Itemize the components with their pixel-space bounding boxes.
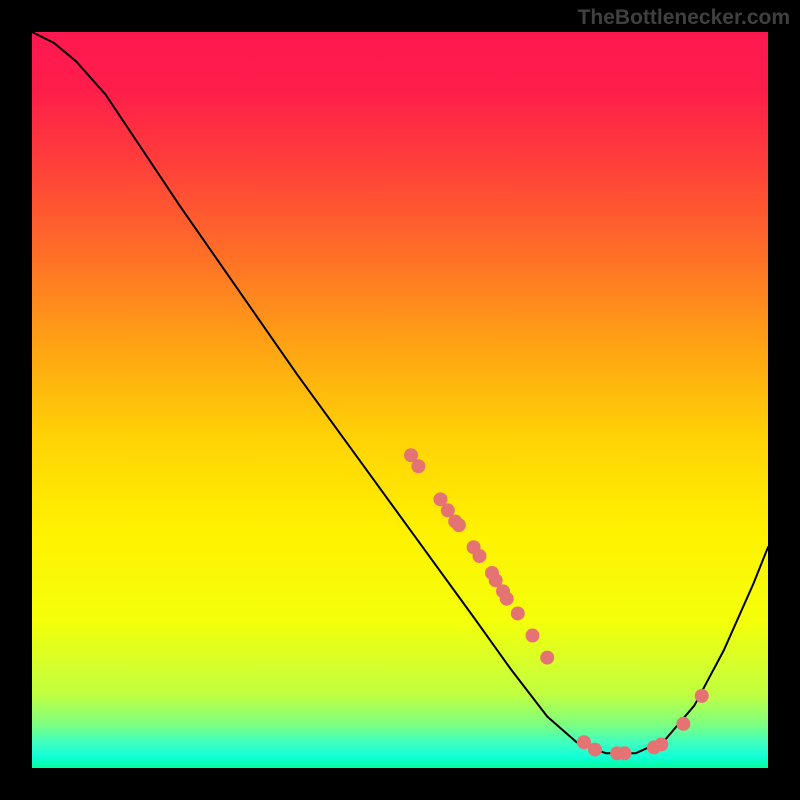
data-marker: [695, 689, 709, 703]
data-marker: [472, 549, 486, 563]
data-marker: [411, 459, 425, 473]
chart-container: TheBottlenecker.com: [0, 0, 800, 800]
data-marker: [500, 592, 514, 606]
data-marker: [511, 606, 525, 620]
plot-area: [32, 32, 768, 768]
plot-svg: [32, 32, 768, 768]
data-marker: [525, 629, 539, 643]
bottleneck-curve: [32, 32, 768, 753]
watermark-text: TheBottlenecker.com: [578, 6, 790, 30]
data-marker: [617, 746, 631, 760]
data-marker: [676, 717, 690, 731]
data-marker: [588, 743, 602, 757]
data-marker: [654, 737, 668, 751]
data-marker: [452, 518, 466, 532]
data-marker: [540, 651, 554, 665]
